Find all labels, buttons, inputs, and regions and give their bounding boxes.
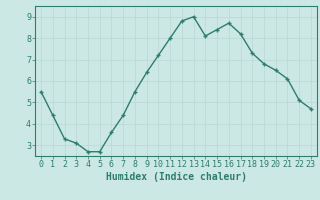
X-axis label: Humidex (Indice chaleur): Humidex (Indice chaleur) <box>106 172 246 182</box>
